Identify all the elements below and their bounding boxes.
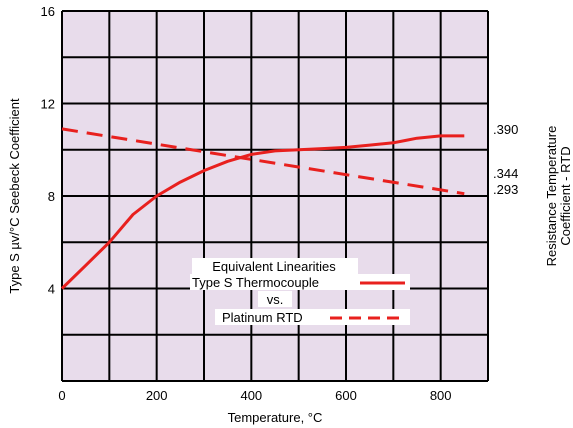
- x-tick-label: 200: [146, 388, 168, 403]
- legend-title-bg: [192, 258, 358, 274]
- y-tick-label: 8: [48, 189, 55, 204]
- y2-axis-title-line-1: Resistance Temperature: [544, 126, 559, 267]
- legend-entry-thermocouple: Type S Thermocouple: [192, 275, 319, 290]
- y2-axis-title: Resistance TemperatureCoefficient - RTD: [544, 126, 573, 267]
- y-axis-title: Type S µv/°C Seebeck Coefficient: [7, 98, 22, 294]
- legend-vs-bg: [258, 291, 292, 307]
- legend-entry-vs: vs.: [267, 292, 284, 307]
- y2-tick-label: .390: [493, 122, 518, 137]
- y-tick-label: 12: [41, 97, 55, 112]
- legend-entry-thermocouple-bg: [190, 274, 410, 290]
- x-tick-label: 0: [58, 388, 65, 403]
- y2-tick-label: .344: [493, 166, 518, 181]
- legend-title: Equivalent Linearities: [212, 259, 336, 274]
- legend: Equivalent Linearities Type S Thermocoup…: [190, 258, 410, 325]
- tick-labels: 0 200 400 600 800 4 8 12 16 .390 .344.293: [41, 4, 519, 403]
- x-tick-label: 600: [335, 388, 357, 403]
- series-line-type-s-thermocouple: [60, 134, 465, 290]
- y2-tick-label: .293: [493, 182, 518, 197]
- legend-entry-rtd-bg: [215, 309, 410, 325]
- x-axis-title: Temperature, °C: [228, 410, 323, 425]
- plot-area: [61, 10, 489, 382]
- y2-axis-title-line-2: Coefficient - RTD: [558, 146, 573, 245]
- y-tick-label: 4: [48, 282, 55, 297]
- y-tick-label: 16: [41, 4, 55, 19]
- x-tick-label: 800: [430, 388, 452, 403]
- x-tick-label: 400: [240, 388, 262, 403]
- series-layer: [60, 127, 465, 290]
- legend-entry-rtd: Platinum RTD: [222, 310, 303, 325]
- series-line-platinum-rtd: [61, 127, 465, 196]
